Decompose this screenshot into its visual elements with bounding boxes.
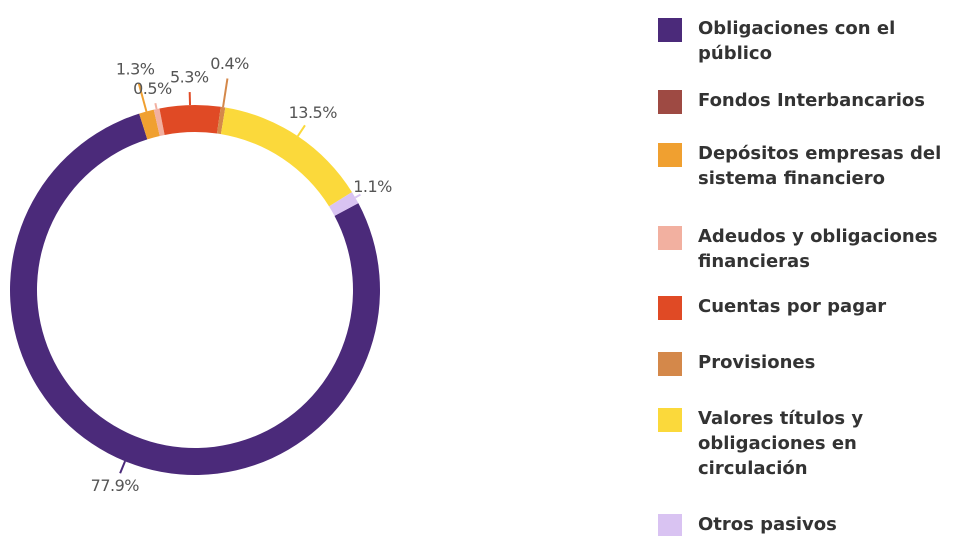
- legend-swatch: [658, 143, 682, 167]
- legend-label: Fondos Interbancarios: [698, 90, 925, 111]
- leader-line: [119, 460, 126, 474]
- legend-swatch: [658, 226, 682, 250]
- slice: [153, 108, 165, 136]
- leader-line: [137, 83, 148, 112]
- legend-swatch: [658, 408, 682, 432]
- slice: [220, 107, 352, 207]
- leader-line: [354, 193, 361, 199]
- data-label: 0.4%: [210, 54, 249, 73]
- data-label: 1.3%: [116, 59, 155, 78]
- legend-label: Adeudos y obligaciones financieras: [698, 226, 938, 272]
- legend-swatch: [658, 352, 682, 376]
- legend-label: Valores títulos y obligaciones en circul…: [698, 408, 864, 479]
- slice: [139, 109, 160, 140]
- legend-label: Provisiones: [698, 352, 816, 373]
- leader-line: [222, 78, 229, 108]
- legend-swatch: [658, 90, 682, 114]
- legend-swatch: [658, 18, 682, 42]
- data-label: 77.9%: [91, 476, 140, 495]
- data-label: 0.5%: [133, 79, 172, 98]
- legend-label: Otros pasivos: [698, 514, 837, 535]
- legend-swatch: [658, 296, 682, 320]
- legend-label: Cuentas por pagar: [698, 296, 887, 317]
- data-label: 5.3%: [170, 68, 209, 87]
- leader-line: [296, 124, 306, 137]
- data-label: 13.5%: [289, 103, 338, 122]
- data-label: 1.1%: [353, 177, 392, 196]
- legend-label: Depósitos empresas del sistema financier…: [698, 143, 942, 189]
- slice: [159, 105, 221, 135]
- slice: [329, 192, 359, 216]
- leader-line: [154, 102, 158, 110]
- chart: 77.9% 1.3%0.5%5.3%0.4% 13.5% 1.1%: [10, 54, 393, 495]
- legend-swatch: [658, 514, 682, 536]
- slice: [216, 106, 226, 135]
- legend-label: Obligaciones con el público: [698, 18, 896, 64]
